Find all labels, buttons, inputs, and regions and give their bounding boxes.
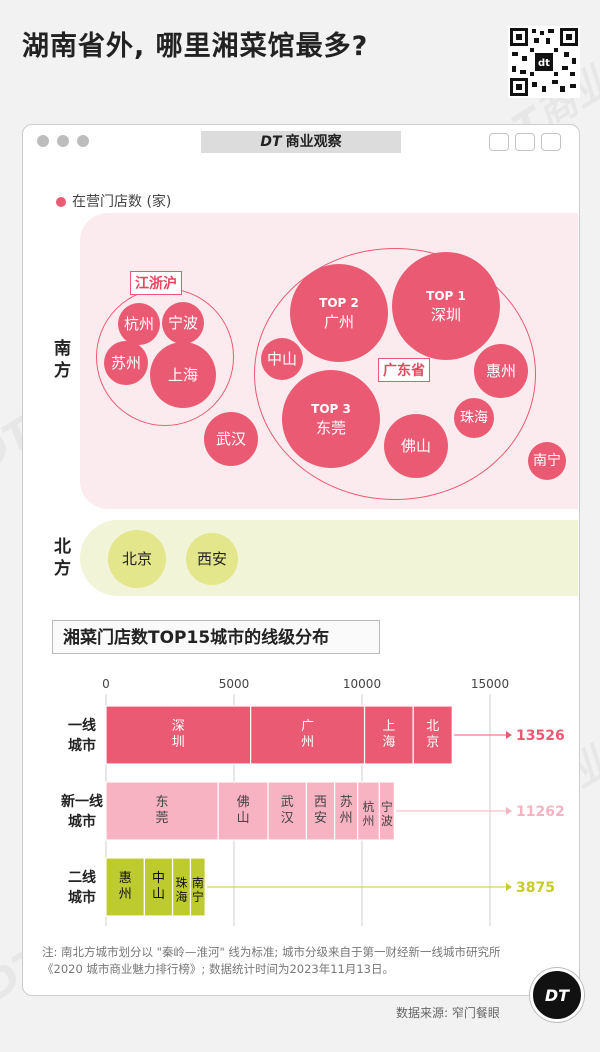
window-dot-icon <box>37 135 49 147</box>
segment-label: 苏 <box>340 794 353 810</box>
segment-label: 安 <box>314 811 327 826</box>
bar-chart-title: 湘菜门店数TOP15城市的线级分布 <box>52 620 380 654</box>
arrow-head-icon <box>506 883 512 891</box>
segment-label: 西 <box>314 795 327 810</box>
total-label: 13526 <box>516 728 565 744</box>
bubble-zhongshan: 中山 <box>261 338 303 380</box>
brand-label: DT 商业观察 <box>201 131 401 153</box>
footnote: 注: 南北方城市划分以 "秦岭—淮河" 线为标准; 城市分级来自于第一财经新一线… <box>42 945 501 976</box>
legend-dot-icon <box>56 197 66 207</box>
category-label: 二线 <box>68 869 96 886</box>
segment-label: 佛 <box>237 795 250 810</box>
group-label-gd: 广东省 <box>378 358 430 382</box>
category-label: 新一线 <box>61 793 103 810</box>
bar-segment <box>305 781 336 841</box>
bubble-dongguan: TOP 3 东莞 <box>282 370 380 468</box>
bubble-shenzhen: TOP 1 深圳 <box>392 252 500 360</box>
segment-label: 海 <box>382 735 395 750</box>
category-label: 一线 <box>68 717 96 734</box>
segment-label: 州 <box>363 814 375 828</box>
arrow-head-icon <box>506 731 512 739</box>
svg-text:dt: dt <box>538 58 550 69</box>
qr-code: dt <box>508 26 580 98</box>
bubble-guangzhou: TOP 2 广州 <box>290 264 388 362</box>
bubble-shanghai: 上海 <box>150 342 216 408</box>
x-tick-label: 15000 <box>471 677 509 691</box>
group-ring-gd <box>254 248 536 500</box>
segment-label: 杭 <box>363 799 375 814</box>
bubble-foshan: 佛山 <box>384 414 448 478</box>
bubble-xian: 西安 <box>186 533 238 585</box>
segment-label: 州 <box>340 811 353 826</box>
total-label: 3875 <box>516 880 555 896</box>
region-label-north: 北方 <box>54 537 71 579</box>
page-title: 湖南省外, 哪里湘菜馆最多? <box>22 31 369 62</box>
legend: 在营门店数 (家) <box>56 191 171 211</box>
category-label: 城市 <box>68 813 96 830</box>
segment-label: 广 <box>301 719 314 734</box>
segment-label: 宁 <box>192 889 204 904</box>
bar-segment <box>267 781 308 841</box>
bubble-suzhou: 苏州 <box>104 341 148 385</box>
total-label: 11262 <box>516 804 565 820</box>
segment-label: 武 <box>281 795 294 810</box>
segment-label: 波 <box>381 814 393 828</box>
segment-label: 南 <box>192 875 204 890</box>
x-tick-label: 10000 <box>343 677 381 691</box>
legend-label: 在营门店数 (家) <box>72 194 172 210</box>
segment-label: 惠 <box>119 871 132 886</box>
bubble-zhuhai: 珠海 <box>454 398 494 438</box>
segment-label: 州 <box>119 887 132 902</box>
bar-segment <box>105 705 252 765</box>
x-tick-label: 0 <box>102 677 110 691</box>
window-titlebar: DT 商业观察 <box>23 125 579 157</box>
bubble-nanning: 南宁 <box>528 442 566 480</box>
bar-segment <box>378 781 395 841</box>
group-label-jzh: 江浙沪 <box>130 271 182 295</box>
bar-segment <box>105 781 219 841</box>
window-dot-icon <box>57 135 69 147</box>
segment-label: 汉 <box>281 811 294 826</box>
segment-label: 深 <box>172 719 185 734</box>
category-label: 城市 <box>68 737 96 754</box>
segment-label: 莞 <box>156 811 169 826</box>
segment-label: 中 <box>152 871 165 886</box>
toolbar-icon <box>515 133 535 151</box>
toolbar-icon <box>489 133 509 151</box>
bar-segment <box>363 705 414 765</box>
source-label: 数据来源: 窄门餐眼 <box>396 1006 500 1020</box>
segment-label: 山 <box>152 887 165 902</box>
dt-logo-badge: DT <box>530 968 584 1022</box>
segment-label: 北 <box>426 719 439 734</box>
segment-label: 宁 <box>381 799 393 814</box>
category-label: 城市 <box>68 889 96 906</box>
segment-label: 山 <box>237 811 250 826</box>
bubble-beijing: 北京 <box>108 530 166 588</box>
window-dot-icon <box>77 135 89 147</box>
segment-label: 珠 <box>176 876 188 890</box>
arrow-head-icon <box>506 807 512 815</box>
segment-label: 东 <box>156 795 169 810</box>
x-tick-label: 5000 <box>219 677 250 691</box>
bubble-huizhou: 惠州 <box>474 344 528 398</box>
segment-label: 海 <box>176 889 188 904</box>
bubble-hangzhou: 杭州 <box>118 303 160 345</box>
segment-label: 京 <box>426 735 439 750</box>
bubble-wuhan: 武汉 <box>204 412 258 466</box>
bar-segment <box>189 857 206 917</box>
segment-label: 圳 <box>172 735 185 750</box>
bar-segment <box>412 705 453 765</box>
bubble-ningbo: 宁波 <box>162 302 204 344</box>
region-label-south: 南方 <box>54 339 71 381</box>
segment-label: 上 <box>382 719 395 734</box>
segment-label: 州 <box>301 735 314 750</box>
toolbar-icon <box>541 133 561 151</box>
